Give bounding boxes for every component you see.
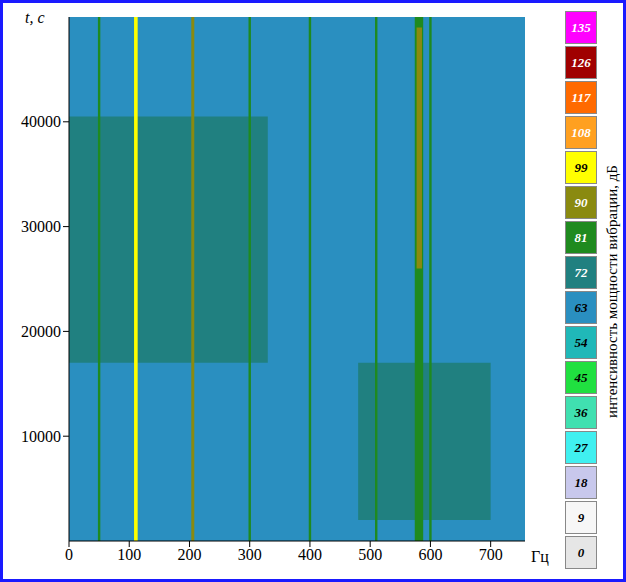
- svg-text:20000: 20000: [21, 323, 61, 340]
- html-text:36: 36: [574, 404, 588, 420]
- svg-text:500: 500: [358, 546, 382, 563]
- html-text:126: 126: [571, 54, 591, 70]
- html-text:117: 117: [571, 89, 591, 105]
- html-text:81: 81: [574, 229, 588, 245]
- html-text:45: 45: [574, 369, 588, 385]
- html-text:108: 108: [571, 124, 591, 140]
- svg-text:Гц: Гц: [531, 548, 549, 566]
- svg-text:200: 200: [177, 546, 201, 563]
- svg-text:600: 600: [418, 546, 442, 563]
- svg-text:300: 300: [238, 546, 262, 563]
- svg-text:400: 400: [298, 546, 322, 563]
- html-text:135: 135: [571, 19, 591, 35]
- svg-text:0: 0: [65, 546, 73, 563]
- html-text:63: 63: [574, 299, 588, 315]
- svg-text:700: 700: [479, 546, 503, 563]
- html-text:27: 27: [574, 439, 588, 455]
- html-text:18: 18: [574, 474, 588, 490]
- svg-text:40000: 40000: [21, 113, 61, 130]
- svg-text:30000: 30000: [21, 218, 61, 235]
- html-text:72: 72: [574, 264, 588, 280]
- html-text:90: 90: [574, 194, 588, 210]
- html-text:t, c: t, c: [25, 9, 45, 26]
- html-text:0: 0: [577, 544, 585, 560]
- svg-text:10000: 10000: [21, 428, 61, 445]
- html-text:9: 9: [577, 509, 585, 525]
- html-text:99: 99: [574, 159, 588, 175]
- html-text:интенсивность мощности вибраци: интенсивность мощности вибрации, дБ: [603, 164, 620, 418]
- svg-text:100: 100: [117, 546, 141, 563]
- html-text:54: 54: [574, 334, 588, 350]
